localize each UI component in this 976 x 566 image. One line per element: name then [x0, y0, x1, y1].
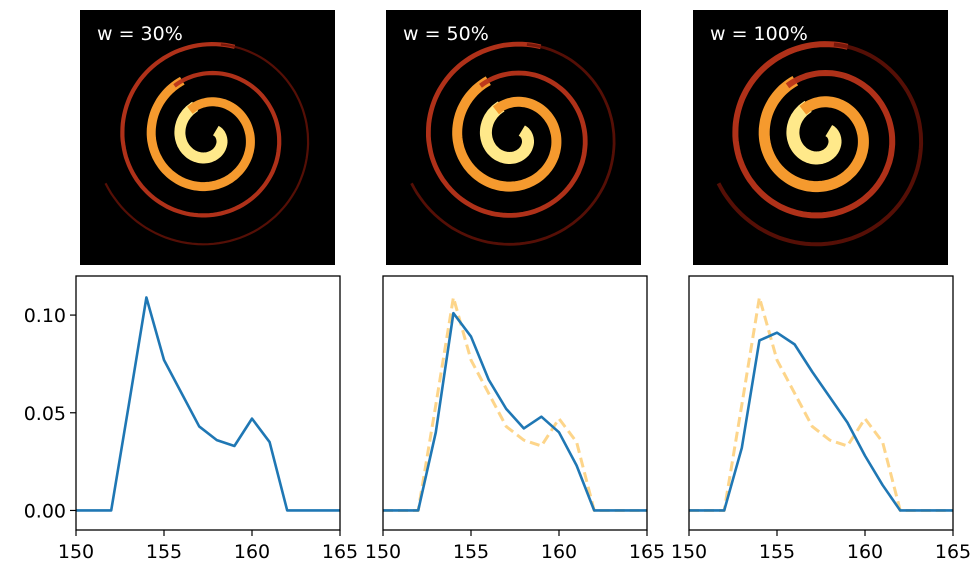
spiral-arm — [479, 101, 534, 164]
x-tick-label: 155 — [453, 541, 489, 563]
axes-frame — [382, 275, 648, 531]
spiral-arm — [732, 41, 896, 219]
x-tick-label: 150 — [365, 541, 401, 563]
x-tick-label: 165 — [629, 541, 665, 563]
x-tick-label: 160 — [541, 541, 577, 563]
axes-frame — [75, 275, 341, 531]
spiral-image — [80, 10, 335, 265]
line-chart: 150 155 160 165 — [671, 275, 971, 563]
spiral-image — [693, 10, 948, 265]
y-tick-label: 0.05 — [24, 403, 66, 425]
x-tick-label: 150 — [671, 541, 707, 563]
spiral-arm — [146, 76, 255, 192]
spiral-arm — [104, 43, 310, 246]
x-tick-label: 150 — [58, 541, 94, 563]
spiral-arm — [716, 42, 924, 247]
data-line — [383, 295, 647, 512]
spiral-arm — [120, 41, 282, 218]
x-tick-label: 165 — [322, 541, 358, 563]
spiral-arm — [410, 43, 616, 246]
y-tick-label: 0.10 — [24, 305, 66, 327]
image-label: w = 30% — [97, 23, 183, 45]
spiral-arm — [174, 101, 228, 164]
image-label: w = 100% — [710, 23, 808, 45]
spiral-arm — [758, 75, 869, 193]
spiral-image — [386, 10, 641, 265]
data-line — [76, 296, 340, 512]
spiral-arm — [452, 76, 562, 192]
image-label: w = 50% — [403, 23, 489, 45]
y-tick-label: 0.00 — [24, 500, 66, 522]
x-tick-label: 160 — [847, 541, 883, 563]
data-line — [383, 311, 647, 512]
data-line — [689, 331, 953, 512]
spiral-arm — [426, 41, 588, 218]
x-tick-label: 160 — [234, 541, 270, 563]
spiral-arm — [786, 100, 842, 165]
x-tick-label: 165 — [935, 541, 971, 563]
x-tick-label: 155 — [759, 541, 795, 563]
data-line — [689, 295, 953, 512]
line-chart: 150 155 160 165 0.00 0.05 0.10 — [24, 275, 358, 563]
line-chart: 150 155 160 165 — [365, 275, 665, 563]
axes-frame — [688, 275, 954, 531]
x-tick-label: 155 — [146, 541, 182, 563]
